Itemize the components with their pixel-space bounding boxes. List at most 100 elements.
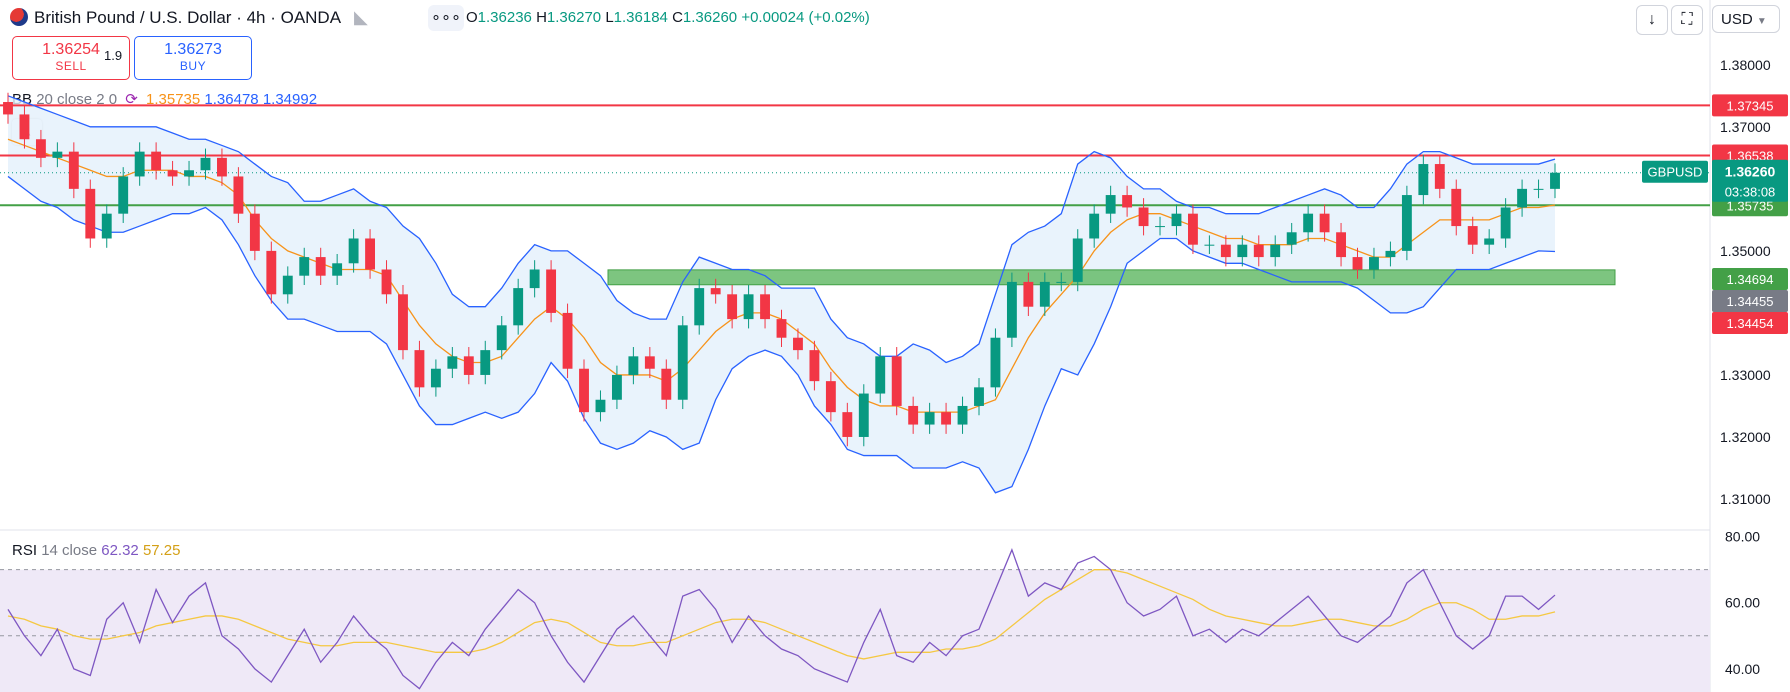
high-value: 1.36270: [546, 9, 602, 26]
candle-body: [1369, 257, 1379, 270]
candle-body: [447, 356, 458, 369]
candle-body: [299, 257, 310, 276]
candle-body: [1056, 281, 1067, 283]
candle-body: [546, 269, 557, 313]
candle-body: [990, 337, 1001, 388]
close-value: 1.36260: [682, 9, 738, 26]
open-value: 1.36236: [477, 9, 532, 26]
candle-body: [35, 139, 46, 158]
candle-body: [579, 368, 589, 413]
candle-body: [743, 294, 754, 320]
high-label: H: [536, 9, 547, 26]
rsi-tick-label: 80.00: [1725, 529, 1760, 545]
low-label: L: [605, 9, 614, 26]
bb-legend[interactable]: BB 20 close 2 0 ⟳ 1.35735 1.36478 1.3499…: [12, 90, 317, 108]
candle-body: [200, 157, 211, 171]
candle-body: [793, 337, 803, 351]
chevron-down-icon: ▼: [1756, 16, 1767, 27]
spread-value: 1.9: [104, 48, 123, 63]
sell-button[interactable]: 1.36254 SELL: [12, 36, 130, 80]
candle-body: [1089, 213, 1100, 239]
currency-label: USD: [1721, 11, 1753, 28]
last-price-tag-bg: [1712, 159, 1788, 202]
candle-body: [1039, 281, 1050, 307]
buy-button[interactable]: 1.36273 BUY: [134, 36, 252, 80]
zone-mid-tag-bg: [1712, 290, 1788, 312]
symbol-title[interactable]: British Pound / U.S. Dollar · 4h · OANDA: [34, 8, 342, 27]
candle-body: [1286, 232, 1297, 245]
candle-body: [875, 356, 886, 394]
open-label: O: [466, 9, 478, 26]
candle-body: [134, 151, 145, 177]
candle-body: [249, 213, 260, 251]
more-options-button[interactable]: ∘∘∘: [428, 5, 464, 31]
price-tick-label: 1.31000: [1720, 491, 1771, 507]
candle-body: [1319, 213, 1330, 233]
bb-params: 20 close 2 0: [36, 91, 118, 108]
rsi-ma-line: [7, 569, 1556, 660]
candle-body: [1023, 281, 1034, 307]
candle-body: [1467, 226, 1478, 245]
download-button[interactable]: ↓: [1636, 5, 1668, 35]
price-tick-label: 1.32000: [1720, 429, 1771, 445]
zone-mid-tag: 1.34455: [1727, 294, 1774, 309]
candle-body: [1500, 207, 1511, 239]
candle-body: [430, 368, 441, 388]
ohlc-values: O1.36236 H1.36270 L1.36184 C1.36260 +0.0…: [466, 9, 870, 26]
gbpusd-flag-icon: [10, 8, 28, 26]
candle-body: [101, 213, 112, 239]
candle-body: [1352, 257, 1363, 270]
level-tag-1-bg: [1712, 94, 1788, 117]
candle-body: [414, 350, 425, 388]
candle-body: [315, 257, 326, 276]
rsi-line: [7, 548, 1556, 690]
rsi-band-fill: [0, 569, 1710, 692]
price-tick-label: 1.37000: [1720, 119, 1771, 135]
candle-body: [1204, 244, 1215, 246]
support-zone[interactable]: [607, 269, 1616, 286]
candle-body: [1105, 195, 1116, 214]
candle-body: [398, 294, 408, 351]
candle-body: [1303, 213, 1314, 233]
currency-select[interactable]: USD ▼: [1712, 5, 1780, 33]
candle-body: [1220, 244, 1231, 258]
candle-body: [1418, 164, 1429, 196]
rsi-legend[interactable]: RSI 14 close 62.32 57.25: [12, 542, 181, 559]
bb-lower-line: [7, 175, 1556, 494]
refresh-icon[interactable]: ⟳: [125, 91, 138, 108]
candle-body: [694, 288, 705, 326]
candle-body: [496, 325, 507, 351]
candle-body: [233, 176, 244, 214]
zone-top-tag: 1.34694: [1727, 272, 1774, 287]
candle-body: [1171, 213, 1182, 227]
rsi-tick-label: 40.00: [1725, 661, 1760, 677]
candle-body: [595, 399, 606, 413]
rsi-value: 62.32: [101, 542, 139, 559]
fullscreen-button[interactable]: ⛶: [1671, 5, 1703, 35]
candle-body: [529, 269, 540, 289]
candle-body: [809, 350, 820, 382]
candle-body: [513, 288, 524, 326]
bb-lower-value: 1.34992: [262, 91, 318, 108]
change-value: +0.00024 (+0.02%): [741, 9, 870, 26]
candle-body: [365, 238, 376, 270]
buy-price: 1.36273: [164, 41, 222, 58]
countdown-tag: 03:38:08: [1725, 185, 1776, 200]
sell-label: SELL: [55, 59, 87, 73]
candle-body: [463, 356, 474, 375]
low-value: 1.36184: [613, 9, 668, 26]
candle-body: [282, 275, 293, 295]
arrow-down-icon: ↓: [1648, 11, 1656, 28]
candle-body: [1517, 188, 1528, 208]
candle-body: [825, 381, 836, 413]
zone-bottom-tag-bg: [1712, 312, 1788, 334]
candle-body: [1138, 207, 1149, 227]
candle-body: [628, 356, 639, 375]
price-tick-label: 1.38000: [1720, 57, 1771, 73]
rsi-ma-value: 57.25: [142, 542, 181, 559]
candle-body: [184, 170, 194, 177]
candle-body: [1533, 188, 1544, 190]
candle-body: [891, 356, 902, 406]
symbol-tag: GBPUSD: [1648, 165, 1703, 180]
